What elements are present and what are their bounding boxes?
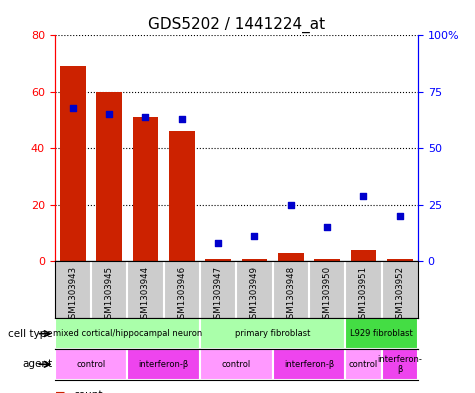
- Bar: [351, 250, 376, 261]
- Bar: [55, 318, 200, 349]
- Text: GSM1303951: GSM1303951: [359, 266, 368, 324]
- Bar: [387, 259, 413, 261]
- Point: [360, 193, 367, 199]
- Text: GSM1303944: GSM1303944: [141, 266, 150, 324]
- Point: [142, 114, 149, 120]
- Bar: [127, 349, 200, 380]
- Point: [323, 224, 331, 231]
- Bar: [133, 117, 158, 261]
- Bar: [278, 253, 304, 261]
- Point: [251, 233, 258, 240]
- Point: [287, 202, 294, 208]
- Bar: [200, 349, 273, 380]
- Bar: [242, 259, 267, 261]
- Text: L929 fibroblast: L929 fibroblast: [350, 329, 413, 338]
- Bar: [169, 131, 195, 261]
- Point: [396, 213, 404, 219]
- Bar: [345, 318, 418, 349]
- Text: control: control: [222, 360, 251, 369]
- Text: GSM1303945: GSM1303945: [104, 266, 114, 324]
- Bar: [96, 92, 122, 261]
- Title: GDS5202 / 1441224_at: GDS5202 / 1441224_at: [148, 17, 325, 33]
- Text: primary fibroblast: primary fibroblast: [235, 329, 310, 338]
- Text: GSM1303952: GSM1303952: [395, 266, 404, 324]
- Text: agent: agent: [22, 359, 52, 369]
- Bar: [205, 259, 231, 261]
- Text: GSM1303948: GSM1303948: [286, 266, 295, 324]
- Text: cell type: cell type: [8, 329, 52, 339]
- Text: GSM1303950: GSM1303950: [323, 266, 332, 324]
- Bar: [345, 349, 381, 380]
- Text: interferon-
β: interferon- β: [378, 354, 422, 374]
- Text: GSM1303943: GSM1303943: [68, 266, 77, 324]
- Bar: [200, 318, 345, 349]
- Text: ■: ■: [55, 390, 65, 393]
- Bar: [273, 349, 345, 380]
- Text: control: control: [349, 360, 378, 369]
- Text: GSM1303947: GSM1303947: [214, 266, 223, 324]
- Bar: [60, 66, 86, 261]
- Text: count: count: [74, 390, 103, 393]
- Bar: [381, 349, 418, 380]
- Bar: [314, 259, 340, 261]
- Point: [214, 240, 222, 246]
- Text: interferon-β: interferon-β: [284, 360, 334, 369]
- Text: control: control: [76, 360, 105, 369]
- Text: GSM1303946: GSM1303946: [177, 266, 186, 324]
- Text: GSM1303949: GSM1303949: [250, 266, 259, 324]
- Text: mixed cortical/hippocampal neuron: mixed cortical/hippocampal neuron: [53, 329, 202, 338]
- Point: [178, 116, 186, 122]
- Bar: [55, 349, 127, 380]
- Point: [105, 111, 113, 118]
- Point: [69, 105, 76, 111]
- Text: interferon-β: interferon-β: [139, 360, 189, 369]
